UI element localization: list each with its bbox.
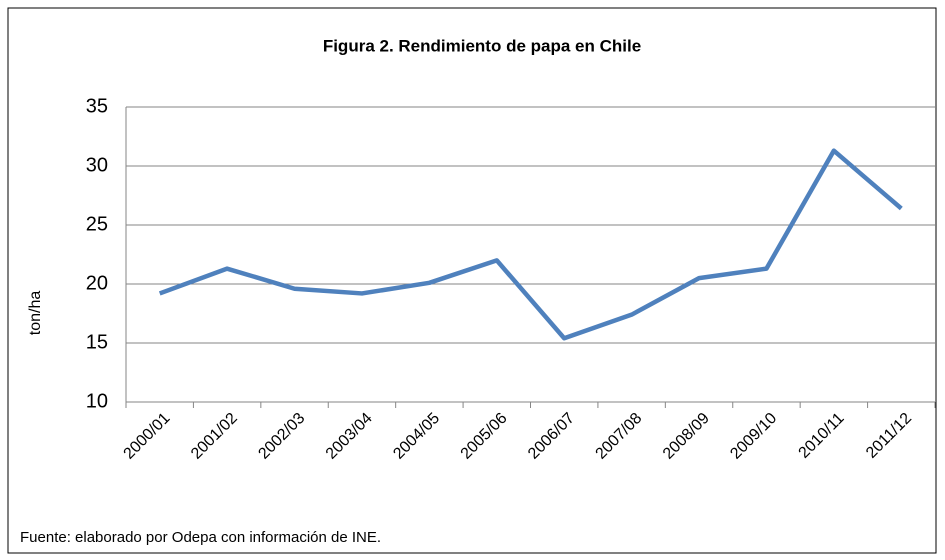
y-axis-label: ton/ha xyxy=(27,291,44,336)
y-tick-label: 15 xyxy=(86,331,108,353)
y-tick-label: 30 xyxy=(86,154,108,176)
data-line xyxy=(158,148,903,341)
y-tick-label: 10 xyxy=(86,390,108,412)
y-tick-label: 35 xyxy=(86,95,108,117)
y-tick-label: 25 xyxy=(86,213,108,235)
y-tick-label: 20 xyxy=(86,272,108,294)
frame xyxy=(7,7,937,554)
chart-title: Figura 2. Rendimiento de papa en Chile xyxy=(323,36,641,55)
source-note: Fuente: elaborado por Odepa con informac… xyxy=(20,529,381,546)
